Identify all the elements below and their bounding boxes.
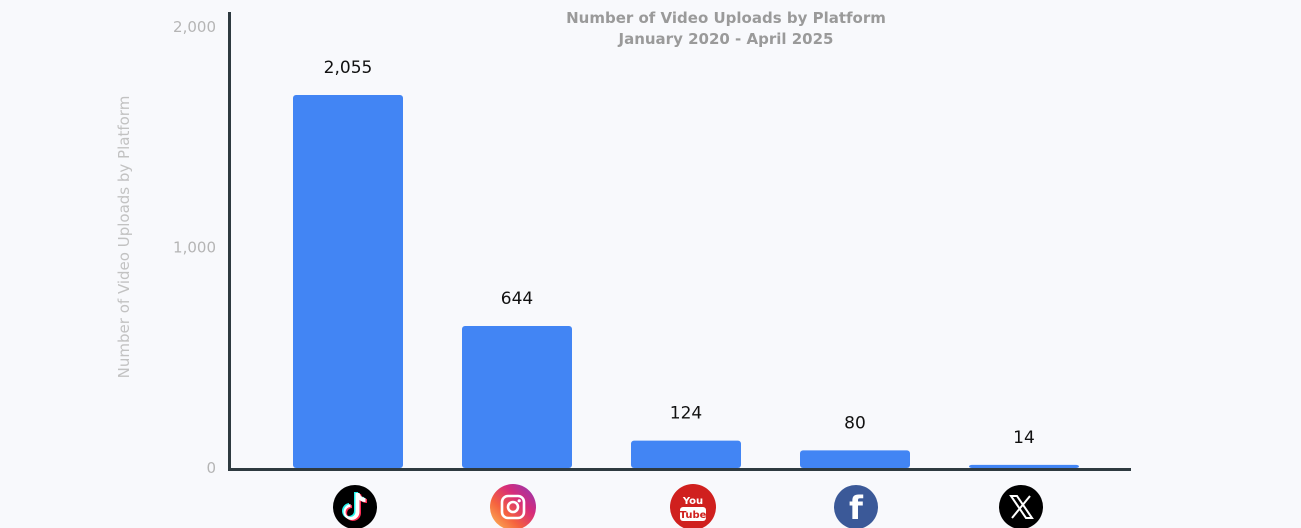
y-axis-ticks: 0 1,000 2,000 xyxy=(173,18,216,477)
bar-youtube xyxy=(631,440,741,468)
youtube-icon: You Tube xyxy=(670,484,716,528)
x-icon xyxy=(999,485,1043,528)
bar-facebook xyxy=(800,450,910,468)
chart-subtitle: January 2020 - April 2025 xyxy=(618,30,834,48)
data-label-facebook: 80 xyxy=(844,413,866,433)
y-tick-label: 0 xyxy=(206,459,216,477)
tiktok-icon xyxy=(333,485,377,528)
chart-title: Number of Video Uploads by Platform xyxy=(566,9,886,27)
facebook-icon-text: f xyxy=(849,489,864,527)
data-label-x: 14 xyxy=(1013,428,1035,448)
bars xyxy=(293,95,1079,468)
data-labels: 2,055 644 124 80 14 xyxy=(324,58,1035,448)
youtube-icon-text-bottom: Tube xyxy=(680,510,707,521)
bar-instagram xyxy=(462,325,572,468)
youtube-icon-text-top: You xyxy=(682,496,703,507)
facebook-icon: f xyxy=(834,485,878,528)
instagram-icon xyxy=(490,484,536,528)
data-label-tiktok: 2,055 xyxy=(324,58,373,78)
data-label-youtube: 124 xyxy=(670,404,702,424)
y-axis-label: Number of Video Uploads by Platform xyxy=(115,96,133,379)
data-label-instagram: 644 xyxy=(501,289,533,309)
y-tick-label: 1,000 xyxy=(173,239,216,257)
y-tick-label: 2,000 xyxy=(173,18,216,36)
bar-tiktok xyxy=(293,95,403,468)
bar-x xyxy=(969,464,1079,468)
